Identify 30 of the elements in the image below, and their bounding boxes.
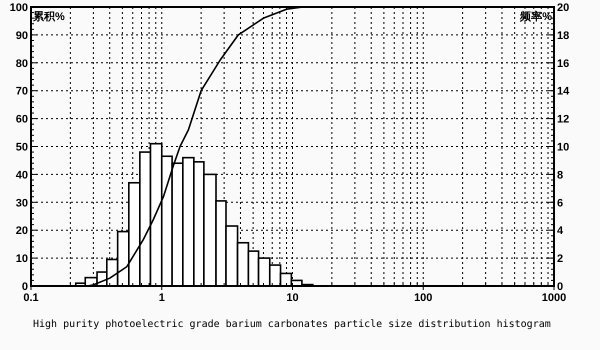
y2-tick-label: 2	[557, 253, 564, 266]
y-tick-label: 40	[16, 169, 28, 182]
x-tick-label: 1	[158, 292, 165, 304]
y-tick-label: 100	[10, 2, 28, 14]
y2-tick-label: 14	[557, 86, 570, 98]
y2-tick-label: 0	[557, 281, 564, 293]
x-tick-label: 100	[414, 292, 432, 304]
x-tick-label: 0.1	[23, 292, 39, 304]
y-tick-label: 60	[16, 114, 28, 126]
y-tick-label: 10	[16, 253, 28, 266]
y-tick-label: 0	[22, 281, 28, 293]
y2-tick-label: 20	[557, 2, 570, 14]
y2-tick-label: 6	[557, 197, 564, 210]
x-tick-label: 10	[286, 292, 299, 304]
text: High purity photoelectric grade barium carbonates particle size distribution histogram	[33, 319, 551, 330]
y2-tick-label: 4	[557, 225, 564, 238]
y-tick-label: 30	[16, 197, 28, 210]
y2-tick-label: 12	[557, 114, 570, 126]
y-tick-label: 70	[16, 86, 28, 98]
y2-tick-label: 18	[557, 30, 570, 42]
y-tick-label: 50	[16, 142, 28, 154]
y2-tick-label: 16	[557, 58, 570, 70]
x-tick-label: 1000	[542, 292, 566, 304]
y-tick-label: 80	[16, 58, 28, 70]
y-axis-title: 累积%	[32, 11, 65, 23]
y2-axis-title: 频率%	[519, 10, 552, 23]
y2-tick-label: 10	[557, 142, 570, 154]
y2-tick-label: 8	[557, 169, 564, 182]
y-tick-label: 90	[16, 30, 28, 42]
y-tick-label: 20	[16, 225, 28, 238]
